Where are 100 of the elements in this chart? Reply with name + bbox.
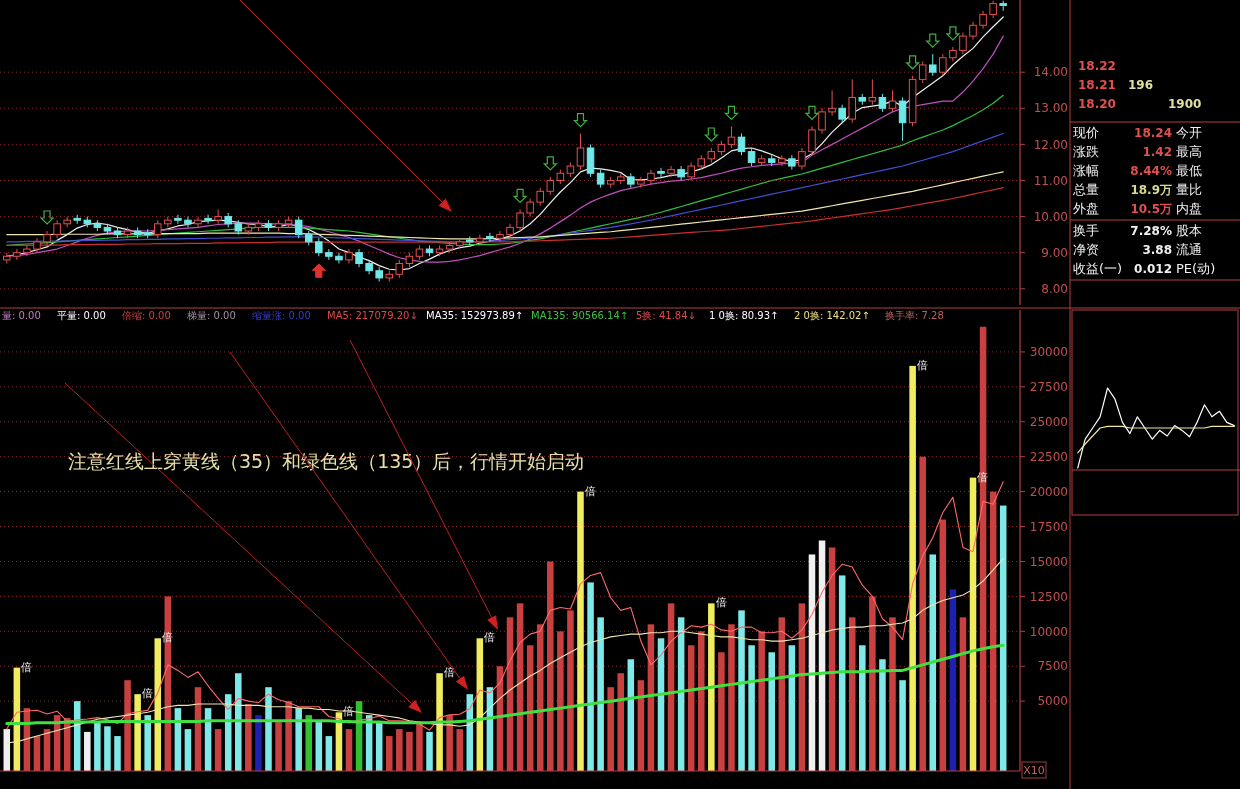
bar	[939, 519, 947, 771]
bar	[295, 708, 302, 771]
candlestick	[13, 248, 21, 261]
bar	[345, 729, 353, 771]
bar	[728, 624, 735, 771]
data-label: 倍	[484, 631, 496, 645]
candlestick	[153, 219, 162, 239]
text: 最低	[1176, 163, 1202, 178]
bar	[838, 575, 846, 771]
candlestick	[23, 244, 31, 257]
bar	[889, 617, 896, 771]
text: 今开	[1176, 125, 1202, 140]
candlestick	[969, 21, 977, 41]
y-tick-label: 8.00	[1041, 281, 1068, 296]
candlestick	[687, 161, 695, 181]
line-series	[6, 481, 1004, 731]
candlestick	[294, 216, 303, 239]
candlestick	[355, 248, 363, 268]
bar	[929, 554, 937, 771]
candlestick	[737, 133, 746, 156]
bar	[919, 456, 926, 771]
annotation: 缩量涨: 0.00	[252, 310, 311, 321]
text: 总量	[1072, 182, 1099, 197]
y-tick-label: 7500	[1037, 659, 1068, 674]
bar	[385, 736, 393, 771]
annotation: MA135: 90566.14↑	[531, 310, 629, 321]
bar	[104, 726, 111, 771]
candlestick	[576, 133, 585, 171]
candlestick	[959, 31, 967, 55]
text: 18.24	[1134, 126, 1172, 140]
bar	[436, 673, 443, 771]
bar	[305, 715, 313, 771]
bar	[848, 617, 856, 771]
y-tick-label: 22500	[1029, 449, 1068, 464]
annotation: 注意红线上穿黄线（35）和绿色线（135）后，行情开始启动	[68, 450, 585, 472]
bar	[859, 645, 866, 771]
y-tick-label: 11.00	[1033, 173, 1068, 188]
candlestick	[596, 169, 605, 189]
candlestick	[325, 248, 333, 261]
candlestick	[979, 10, 987, 30]
y-tick-label: 27500	[1029, 380, 1068, 395]
bar	[134, 694, 141, 771]
bar	[235, 673, 242, 771]
y-tick-label: 9.00	[1041, 245, 1068, 260]
candlestick	[516, 208, 524, 232]
data-label: 倍	[443, 666, 455, 680]
text: PE(动)	[1176, 261, 1216, 276]
data-label: 倍	[141, 687, 153, 701]
bar	[768, 652, 775, 771]
text: X10	[1023, 764, 1045, 777]
annotation: 平量: 0.00	[57, 310, 106, 321]
candlestick	[939, 53, 947, 77]
text: 1900	[1168, 97, 1202, 111]
y-tick-label: 12.00	[1033, 137, 1068, 152]
text: 10.5万	[1130, 202, 1172, 216]
bar	[84, 731, 91, 771]
candlestick	[727, 125, 736, 149]
candlestick	[878, 93, 887, 113]
data-label: 倍	[916, 358, 928, 372]
candlestick	[828, 89, 836, 116]
y-tick-label: 25000	[1029, 414, 1068, 429]
line-series	[6, 558, 1004, 744]
bar	[708, 603, 715, 771]
candlestick	[536, 187, 544, 207]
bar	[265, 687, 272, 771]
y-tick-label: 12500	[1029, 589, 1068, 604]
bar	[607, 687, 614, 771]
bar	[748, 645, 755, 771]
candlestick	[838, 104, 846, 124]
bar	[869, 596, 876, 771]
candlestick	[53, 219, 61, 239]
bar	[315, 722, 323, 771]
text: 外盘	[1073, 201, 1099, 216]
y-tick-label: 20000	[1029, 484, 1068, 499]
candlestick	[898, 96, 907, 142]
text: 196	[1128, 78, 1154, 92]
bar	[73, 701, 81, 771]
bar	[899, 680, 906, 771]
annotation: 换手率: 7.28	[885, 310, 944, 321]
bar	[597, 617, 604, 771]
bar	[396, 729, 403, 771]
bar	[456, 729, 463, 771]
bar	[184, 729, 192, 771]
y-tick-label: 14.00	[1033, 65, 1068, 80]
bar	[426, 731, 433, 771]
candlestick	[798, 147, 806, 171]
y-tick-label: 5000	[1037, 694, 1068, 709]
text: 18.9万	[1130, 183, 1172, 197]
annotation: 倍缩: 0.00	[122, 310, 171, 321]
y-tick-label: 15000	[1029, 554, 1068, 569]
y-tick-label: 13.00	[1033, 101, 1068, 116]
bar	[416, 722, 423, 771]
text: 18.21	[1078, 78, 1116, 92]
bar	[557, 631, 564, 771]
annotation: MA35: 152973.89↑	[426, 310, 524, 321]
text: 1.42	[1142, 145, 1172, 159]
candlestick	[747, 147, 756, 167]
bar	[909, 365, 916, 771]
bar	[999, 505, 1007, 771]
bar	[255, 715, 262, 771]
